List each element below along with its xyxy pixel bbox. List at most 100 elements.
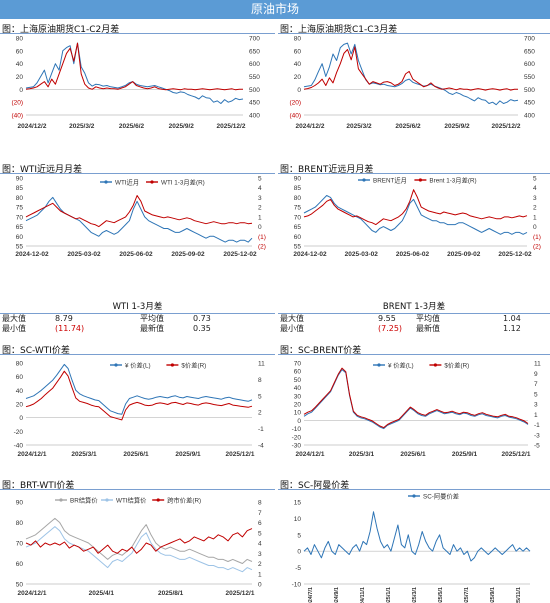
x-tick-label: 2025-06-02 <box>396 251 430 258</box>
series-line <box>25 526 253 573</box>
legend-marker <box>150 180 154 184</box>
latest-value: 1.12 <box>503 324 521 333</box>
y2-tick-label: -1 <box>534 422 540 429</box>
y-tick-label: 40 <box>294 385 302 392</box>
y2-tick-label: 700 <box>524 36 535 43</box>
x-tick-label: 2025-09-02 <box>447 251 481 258</box>
legend-marker <box>104 180 108 184</box>
y-tick-label: (20) <box>11 100 23 107</box>
y-tick-label: 55 <box>294 244 302 251</box>
y2-tick-label: 450 <box>249 100 260 107</box>
series-line <box>303 42 519 106</box>
y-tick-label: 70 <box>294 361 302 368</box>
y-tick-label: -5 <box>295 565 301 572</box>
x-tick-label: 2025/6/2 <box>119 123 145 130</box>
y2-tick-label: 550 <box>249 74 260 81</box>
y-tick-label: 10 <box>294 516 302 523</box>
panel-sc-wti: 图：SC-WTI价差 -40 -20 0 20 40 60 80 -4 -1 2 5 8 11 2024/… <box>0 343 275 468</box>
chart-sc-c1-c2: (40) (20) 0 20 40 60 80 400 450 500 550 600 650 700 20… <box>11 36 260 131</box>
y-tick-label: 60 <box>16 561 24 568</box>
avg-value: 0.73 <box>193 314 211 323</box>
title-divider <box>0 173 275 174</box>
series-line <box>25 195 253 228</box>
y-tick-label: 70 <box>16 214 24 221</box>
y-tick-label: 90 <box>16 500 24 507</box>
y2-tick-label: 6 <box>258 520 262 527</box>
legend-label: WTI近月 <box>115 177 139 186</box>
y-tick-label: -20 <box>14 429 24 436</box>
x-tick-label: 2024/12/1 <box>296 451 325 458</box>
title-divider <box>0 489 275 490</box>
legend-marker <box>114 363 118 367</box>
min-label: 最小值 <box>280 324 304 333</box>
y-tick-label: 80 <box>16 36 24 43</box>
series-line <box>303 46 518 91</box>
x-tick-label: 2025/12/1 <box>502 451 531 458</box>
x-tick-label: 2025-12-02 <box>223 251 257 258</box>
latest-label: 最新值 <box>140 324 164 333</box>
x-tick-label: 2024/12/2 <box>18 123 47 130</box>
y-tick-label: 0 <box>297 549 301 556</box>
legend-marker <box>362 178 366 182</box>
y-tick-label: 60 <box>294 48 302 55</box>
x-tick-label: 2025/9/2 <box>444 123 470 130</box>
stats-header: WTI 1-3月差 <box>0 302 275 314</box>
panel-title: 图：上海原油期货C1-C3月差 <box>280 25 398 35</box>
y2-tick-label: 0 <box>258 582 262 589</box>
x-tick-label: 2025-12-02 <box>498 251 532 258</box>
y2-tick-label: 7 <box>258 510 262 517</box>
legend-label: WTI结算价 <box>116 495 147 504</box>
y2-tick-label: 5 <box>258 530 262 537</box>
panel-brt-wti: 图：BRT-WTI价差 50 60 70 80 90 0 1 2 3 4 5 6 7 8 2024/12/1… <box>0 478 275 603</box>
panel-sc-brent: 图：SC-BRENT价差 -30 -20 -10 0 10 20 30 40 50 60 70 -5-… <box>278 343 550 468</box>
y2-tick-label: -3 <box>534 432 540 439</box>
legend-label: 跨市价差(R) <box>167 495 201 504</box>
stats-header: BRENT 1-3月差 <box>278 302 550 314</box>
y-tick-label: 90 <box>294 176 302 183</box>
series-line <box>303 189 528 226</box>
min-value: (11.74) <box>55 324 85 333</box>
legend-label: BRENT近月 <box>373 175 407 184</box>
y2-tick-label: 600 <box>249 61 260 68</box>
y2-tick-label: 5 <box>533 176 537 183</box>
series-line <box>25 42 244 104</box>
legend-label: $价差(R) <box>181 360 206 369</box>
stats-brent: BRENT 1-3月差 最大值 9.55 平均值 1.04 最小值 (7.25)… <box>278 302 550 336</box>
max-value: 9.55 <box>378 314 396 323</box>
panel-title: 图：SC-阿曼价差 <box>280 481 350 491</box>
title-divider <box>0 33 275 34</box>
y-tick-label: 5 <box>297 532 301 539</box>
latest-value: 0.35 <box>193 324 211 333</box>
y-tick-label: 70 <box>294 214 302 221</box>
y2-tick-label: -1 <box>258 426 264 433</box>
y2-tick-label: 8 <box>258 377 262 384</box>
y-tick-label: 60 <box>16 374 24 381</box>
series-line <box>25 517 253 564</box>
series-line <box>303 367 529 429</box>
y-tick-label: 85 <box>294 185 302 192</box>
y2-tick-label: 5 <box>534 391 538 398</box>
y2-tick-label: 4 <box>533 185 537 192</box>
legend-marker <box>156 498 160 502</box>
x-tick-label: 2025/3/2 <box>69 123 95 130</box>
y-tick-label: 80 <box>16 520 24 527</box>
y-tick-label: 70 <box>16 541 24 548</box>
y2-tick-label: 11 <box>258 361 265 368</box>
legend-marker <box>418 178 422 182</box>
y-tick-label: (20) <box>289 100 301 107</box>
legend-marker <box>377 363 381 367</box>
title-divider <box>0 354 275 355</box>
y2-tick-label: 400 <box>524 113 535 120</box>
x-tick-label: 2025/3/2 <box>346 123 372 130</box>
max-label: 最大值 <box>2 314 26 323</box>
x-tick-label: 2025/5/1 <box>438 587 444 603</box>
section-banner: 原油市场 <box>0 0 550 19</box>
x-tick-label: 2025/12/1 <box>226 451 255 458</box>
legend-label: ¥ 价差(L) <box>125 360 151 369</box>
x-tick-label: 2025/9/1 <box>452 451 478 458</box>
x-tick-label: 2025/9/1 <box>490 587 496 603</box>
y-tick-label: 65 <box>294 224 302 231</box>
panel-title: 图：WTI近远月月差 <box>2 165 83 175</box>
title-divider <box>278 33 550 34</box>
y2-tick-label: 500 <box>249 87 260 94</box>
